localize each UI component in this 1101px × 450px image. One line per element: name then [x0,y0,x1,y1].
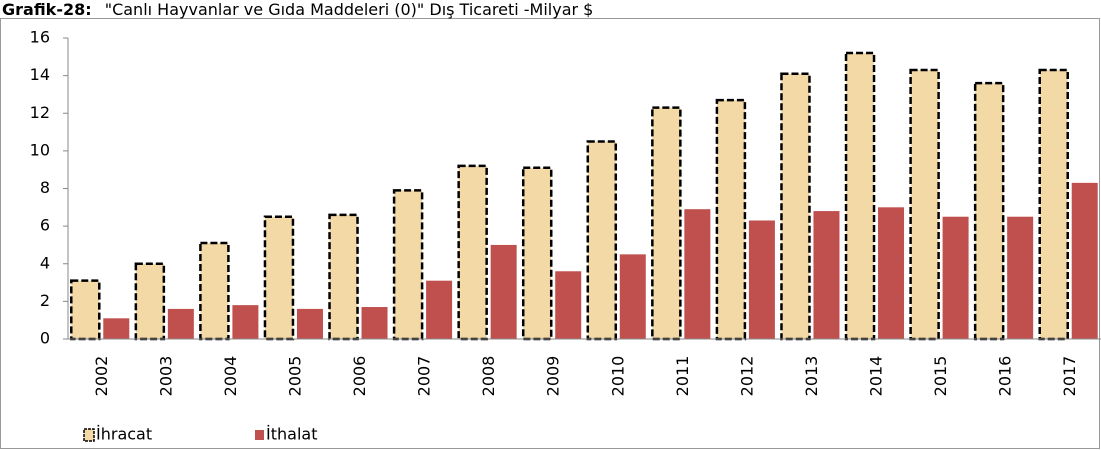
chart-border [0,18,1100,449]
bar [1071,182,1098,339]
bar [684,209,711,339]
x-tick-label: 2011 [673,356,692,397]
x-tick-label: 2015 [931,356,950,397]
title-label: Grafik-28: [2,0,92,19]
legend-label: İhracat [96,425,152,444]
legend-label: İthalat [266,425,317,444]
y-tick-label: 14 [30,65,50,84]
bar [263,215,295,341]
bar [619,254,646,339]
x-tick-label: 2009 [544,356,563,397]
bar [1007,216,1034,339]
y-tick-label: 12 [30,103,50,122]
bar [199,241,230,341]
x-tick-label: 2005 [285,356,304,397]
bar [942,216,969,339]
y-tick-label: 10 [30,140,50,159]
bar [715,98,747,341]
bar [651,106,682,341]
x-tick-label: 2017 [1060,356,1079,397]
legend-swatch [255,430,264,440]
bar [392,189,424,341]
bar [232,305,259,339]
legend-swatch [83,428,95,442]
title-text: "Canlı Hayvanlar ve Gıda Maddeleri (0)" … [105,0,594,19]
x-tick-label: 2003 [156,356,175,397]
bar [813,211,840,339]
bar [555,271,582,339]
bar [426,280,453,339]
bar [361,307,388,339]
bar [909,68,940,341]
bar [70,279,101,341]
x-tick-label: 2002 [92,356,111,397]
x-tick-label: 2008 [479,356,498,397]
y-tick-label: 8 [40,178,50,197]
bar [167,308,194,339]
x-tick-label: 2013 [802,356,821,397]
y-tick-label: 16 [30,28,50,47]
x-tick-label: 2014 [867,356,886,397]
bar [103,318,130,339]
bar [748,220,775,339]
y-tick-label: 0 [40,329,50,348]
bar [134,262,166,341]
bar [878,207,905,339]
bar [973,81,1005,341]
x-tick-label: 2010 [608,356,627,397]
y-tick-label: 6 [40,216,50,235]
bar [1038,68,1069,341]
bar [328,213,359,341]
bar [586,140,618,341]
x-tick-label: 2006 [350,356,369,397]
x-tick-label: 2016 [996,356,1015,397]
x-tick-label: 2012 [737,356,756,397]
bar [490,244,517,339]
bar [844,51,876,341]
y-tick-label: 4 [40,253,50,272]
bar [780,72,811,341]
bar [457,164,488,341]
y-tick-label: 2 [40,291,50,310]
bar [521,166,553,341]
bar [296,308,323,339]
chart-title: Grafik-28: "Canlı Hayvanlar ve Gıda Madd… [2,0,593,19]
x-tick-label: 2004 [221,356,240,397]
x-tick-label: 2007 [415,356,434,397]
